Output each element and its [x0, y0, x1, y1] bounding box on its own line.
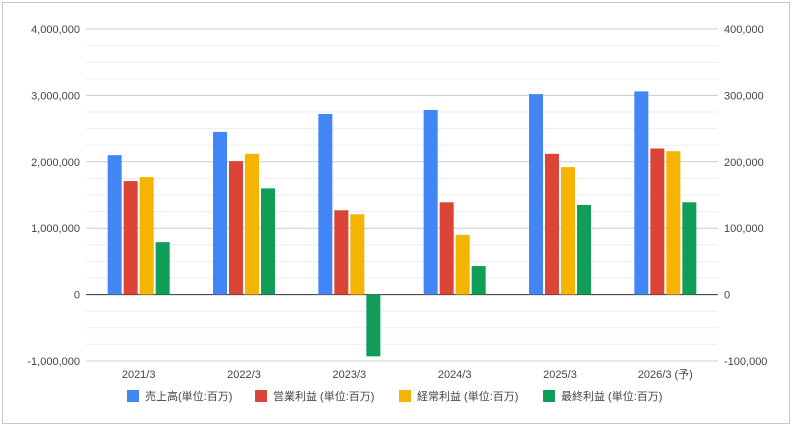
bar-series-0-0 [107, 155, 122, 295]
bar-series-3-1 [261, 188, 275, 295]
bar-series-2-0 [139, 177, 154, 295]
legend-swatch [399, 390, 411, 402]
axes: -1,000,000 0 1,000,000 2,000,000 3,000,000 4,… [27, 24, 767, 381]
bar-series-2-3 [455, 234, 470, 295]
bar-series-1-4 [545, 153, 559, 295]
bar-series-0-2 [318, 113, 333, 295]
legend-label: 営業利益 (単位:百万) [273, 389, 374, 403]
y-left-tick-label: 0 [74, 290, 80, 302]
bar-series-1-1 [229, 161, 243, 295]
x-tick-label: 2025/3 [543, 369, 577, 381]
x-tick-label: 2026/3 (予) [638, 368, 693, 381]
bar-series-2-1 [245, 153, 259, 295]
x-tick-label: 2021/3 [122, 369, 156, 381]
y-right-tick-label: 100,000 [724, 223, 764, 235]
y-right-tick-label: -100,000 [724, 356, 767, 368]
bar-series-3-5 [682, 202, 697, 295]
bar-series-1-3 [439, 202, 454, 295]
bar-series-2-4 [561, 167, 575, 295]
bar-series-1-2 [334, 210, 349, 295]
bar-series-0-3 [423, 110, 438, 295]
bar-series-0-4 [529, 94, 543, 295]
x-tick-label: 2023/3 [333, 369, 367, 381]
bar-series-0-5 [634, 91, 649, 295]
bar-series-3-3 [471, 266, 486, 295]
legend-swatch [127, 390, 139, 402]
bars [107, 91, 697, 357]
bar-series-3-2 [366, 294, 381, 357]
y-left-tick-label: 4,000,000 [31, 24, 80, 36]
y-left-tick-label: 3,000,000 [31, 90, 80, 102]
bar-series-1-5 [650, 148, 665, 295]
bar-series-3-4 [577, 204, 591, 295]
x-tick-label: 2022/3 [227, 369, 261, 381]
legend-label: 売上高(単位:百万) [145, 389, 232, 403]
legend-swatch [255, 390, 267, 402]
x-tick-label: 2024/3 [438, 369, 472, 381]
grid-lines [86, 28, 718, 362]
legend-label: 最終利益 (単位:百万) [561, 389, 662, 403]
y-right-tick-label: 300,000 [724, 90, 764, 102]
bar-series-2-5 [666, 151, 681, 295]
y-left-tick-label: -1,000,000 [27, 356, 80, 368]
bar-series-0-1 [213, 131, 227, 295]
legend: 売上高(単位:百万) 営業利益 (単位:百万) 経常利益 (単位:百万) 最終利益 (… [127, 389, 662, 403]
bar-series-3-0 [155, 242, 170, 295]
y-right-tick-label: 0 [724, 290, 730, 302]
legend-swatch [543, 390, 555, 402]
bar-series-1-0 [123, 181, 138, 295]
y-right-tick-label: 400,000 [724, 24, 764, 36]
y-right-tick-label: 200,000 [724, 157, 764, 169]
y-left-tick-label: 2,000,000 [31, 157, 80, 169]
bar-series-2-2 [350, 214, 365, 295]
y-left-tick-label: 1,000,000 [31, 223, 80, 235]
legend-label: 経常利益 (単位:百万) [417, 389, 518, 403]
